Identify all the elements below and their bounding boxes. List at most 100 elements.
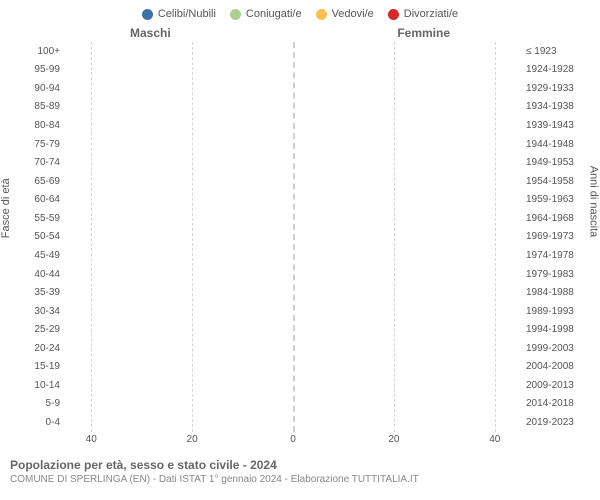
x-tick-label: 40 bbox=[489, 434, 500, 445]
x-ticks: 40 20 0 20 40 bbox=[66, 434, 520, 450]
bar-container bbox=[66, 137, 520, 151]
age-row: 25-29 1994-1998 bbox=[10, 320, 590, 339]
x-axis: 40 20 0 20 40 bbox=[10, 434, 590, 450]
swatch-coniugati bbox=[230, 9, 241, 20]
age-row: 15-19 2004-2008 bbox=[10, 358, 590, 377]
gender-headers: Maschi Femmine bbox=[10, 26, 590, 42]
age-label: 80-84 bbox=[10, 120, 64, 131]
bar-container bbox=[66, 63, 520, 77]
bar-container bbox=[66, 341, 520, 355]
bar-container bbox=[66, 211, 520, 225]
age-row: 70-74 1949-1953 bbox=[10, 153, 590, 172]
bar-rows: 100+ ≤ 1923 95-991924-192890-941929-1933 85… bbox=[10, 42, 590, 432]
age-label: 70-74 bbox=[10, 157, 64, 168]
header-male: Maschi bbox=[130, 26, 171, 40]
age-label: 60-64 bbox=[10, 194, 64, 205]
age-label: 30-34 bbox=[10, 306, 64, 317]
legend: Celibi/Nubili Coniugati/e Vedovi/e Divor… bbox=[10, 8, 590, 20]
population-pyramid-chart: Celibi/Nubili Coniugati/e Vedovi/e Divor… bbox=[0, 0, 600, 500]
age-row: 5-9 2014-2018 bbox=[10, 395, 590, 414]
caption: Popolazione per età, sesso e stato civil… bbox=[10, 458, 590, 485]
birth-year-label: 2014-2018 bbox=[522, 398, 590, 409]
birth-year-label: 1964-1968 bbox=[522, 213, 590, 224]
birth-year-label: 1929-1933 bbox=[522, 83, 590, 94]
swatch-celibi bbox=[142, 9, 153, 20]
age-row: 55-59 1964-1968 bbox=[10, 209, 590, 228]
x-tick-label: 20 bbox=[187, 434, 198, 445]
bar-container bbox=[66, 248, 520, 262]
birth-year-label: 2004-2008 bbox=[522, 361, 590, 372]
x-tick-label: 20 bbox=[388, 434, 399, 445]
legend-label: Divorziati/e bbox=[404, 8, 458, 20]
age-row: 45-49 1974-1978 bbox=[10, 246, 590, 265]
age-row: 40-441979-1983 bbox=[10, 265, 590, 284]
birth-year-label: 1969-1973 bbox=[522, 231, 590, 242]
age-label: 100+ bbox=[10, 46, 64, 57]
age-label: 55-59 bbox=[10, 213, 64, 224]
age-label: 20-24 bbox=[10, 343, 64, 354]
age-row: 30-34 1989-1993 bbox=[10, 302, 590, 321]
legend-label: Celibi/Nubili bbox=[158, 8, 216, 20]
age-row: 65-69 1954-1958 bbox=[10, 172, 590, 191]
bar-container bbox=[66, 285, 520, 299]
birth-year-label: 1944-1948 bbox=[522, 139, 590, 150]
birth-year-label: 1954-1958 bbox=[522, 176, 590, 187]
bar-container bbox=[66, 193, 520, 207]
legend-label: Coniugati/e bbox=[246, 8, 302, 20]
age-label: 5-9 bbox=[10, 398, 64, 409]
birth-year-label: 1949-1953 bbox=[522, 157, 590, 168]
birth-year-label: 1959-1963 bbox=[522, 194, 590, 205]
bar-container bbox=[66, 155, 520, 169]
birth-year-label: 1974-1978 bbox=[522, 250, 590, 261]
bar-container bbox=[66, 44, 520, 58]
birth-year-label: 1984-1988 bbox=[522, 287, 590, 298]
legend-item-vedovi: Vedovi/e bbox=[316, 8, 374, 20]
bar-container bbox=[66, 360, 520, 374]
header-female: Femmine bbox=[397, 26, 450, 40]
bar-container bbox=[66, 81, 520, 95]
plot-area: Fasce di età Anni di nascita 100+≤ 19239… bbox=[10, 42, 590, 432]
bar-container bbox=[66, 415, 520, 429]
birth-year-label: 1934-1938 bbox=[522, 101, 590, 112]
age-label: 45-49 bbox=[10, 250, 64, 261]
age-label: 0-4 bbox=[10, 417, 64, 428]
age-row: 60-64 1959-1963 bbox=[10, 191, 590, 210]
bar-container bbox=[66, 230, 520, 244]
age-label: 10-14 bbox=[10, 380, 64, 391]
age-row: 50-541969-1973 bbox=[10, 228, 590, 247]
birth-year-label: 1939-1943 bbox=[522, 120, 590, 131]
x-tick-label: 40 bbox=[86, 434, 97, 445]
caption-title: Popolazione per età, sesso e stato civil… bbox=[10, 458, 590, 472]
legend-item-divorziati: Divorziati/e bbox=[388, 8, 458, 20]
age-row: 90-941929-1933 bbox=[10, 79, 590, 98]
bar-container bbox=[66, 267, 520, 281]
birth-year-label: 1994-1998 bbox=[522, 324, 590, 335]
bar-container bbox=[66, 322, 520, 336]
age-row: 80-84 1939-1943 bbox=[10, 116, 590, 135]
birth-year-label: 1989-1993 bbox=[522, 306, 590, 317]
age-row: 100+ ≤ 1923 bbox=[10, 42, 590, 61]
age-row: 75-79 1944-1948 bbox=[10, 135, 590, 154]
birth-year-label: 1924-1928 bbox=[522, 64, 590, 75]
age-label: 65-69 bbox=[10, 176, 64, 187]
x-tick-label: 0 bbox=[290, 434, 296, 445]
age-label: 15-19 bbox=[10, 361, 64, 372]
age-row: 35-391984-1988 bbox=[10, 283, 590, 302]
age-label: 25-29 bbox=[10, 324, 64, 335]
bar-container bbox=[66, 174, 520, 188]
birth-year-label: ≤ 1923 bbox=[522, 46, 590, 57]
legend-item-coniugati: Coniugati/e bbox=[230, 8, 302, 20]
age-label: 75-79 bbox=[10, 139, 64, 150]
birth-year-label: 1999-2003 bbox=[522, 343, 590, 354]
age-row: 0-42019-2023 bbox=[10, 413, 590, 432]
age-row: 95-991924-1928 bbox=[10, 61, 590, 80]
bar-container bbox=[66, 118, 520, 132]
legend-item-celibi: Celibi/Nubili bbox=[142, 8, 216, 20]
bar-container bbox=[66, 378, 520, 392]
age-row: 20-24 1999-2003 bbox=[10, 339, 590, 358]
bar-container bbox=[66, 304, 520, 318]
age-label: 85-89 bbox=[10, 101, 64, 112]
swatch-divorziati bbox=[388, 9, 399, 20]
swatch-vedovi bbox=[316, 9, 327, 20]
birth-year-label: 1979-1983 bbox=[522, 269, 590, 280]
